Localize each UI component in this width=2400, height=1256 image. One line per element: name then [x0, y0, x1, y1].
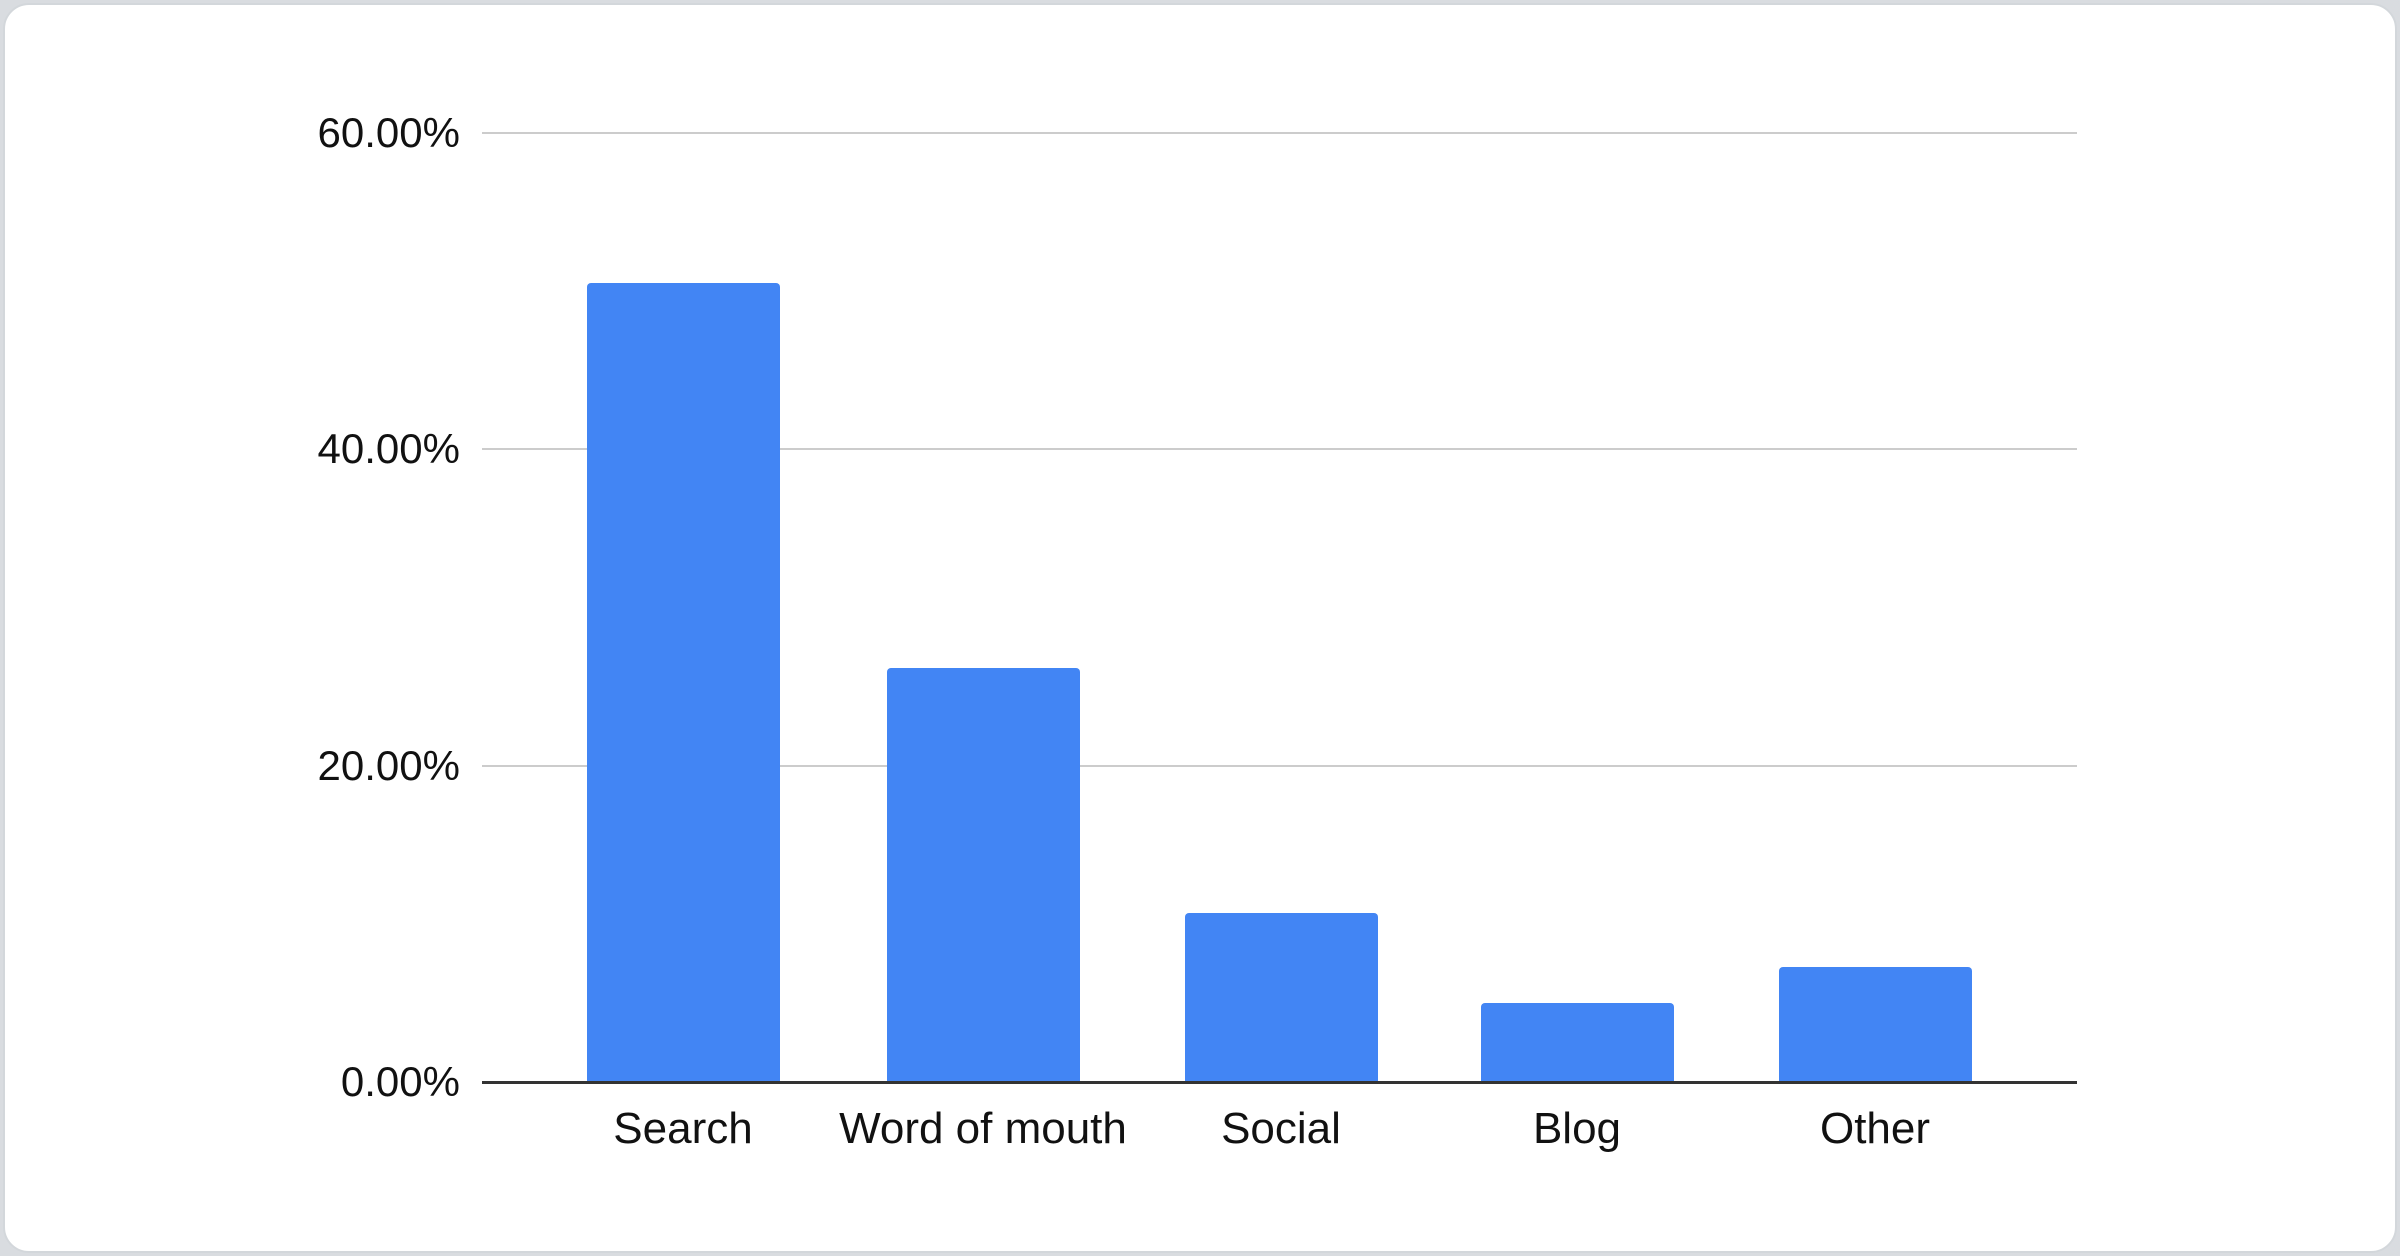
- bar-search[interactable]: [586, 283, 780, 1082]
- x-axis-label-other: Other: [1819, 1104, 1931, 1153]
- bar-word-of-mouth[interactable]: [886, 668, 1080, 1082]
- gridline-20: [482, 764, 2077, 767]
- y-axis-tick-label-20: 20.00%: [317, 741, 460, 789]
- bar-chart: 60.00% 40.00% 20.00% 0.00% Search Word of mo…: [5, 5, 2395, 1251]
- bar-other[interactable]: [1778, 967, 1972, 1082]
- x-axis-label-word-of-mouth: Word of mouth: [839, 1104, 1127, 1153]
- x-axis-label-search: Search: [613, 1104, 753, 1153]
- bar-social[interactable]: [1184, 913, 1378, 1082]
- y-axis-tick-label-40: 40.00%: [317, 425, 460, 473]
- bar-blog[interactable]: [1480, 1003, 1674, 1082]
- y-axis-tick-label-0: 0.00%: [340, 1058, 460, 1105]
- x-axis-label-blog: Blog: [1532, 1104, 1622, 1153]
- x-axis-label-social: Social: [1221, 1104, 1341, 1153]
- x-axis-line: [482, 1081, 2077, 1084]
- y-axis-tick-label-60: 60.00%: [317, 109, 460, 156]
- gridline-40: [482, 448, 2077, 451]
- chart-card: 60.00% 40.00% 20.00% 0.00% Search Word of mo…: [3, 3, 2397, 1253]
- gridline-60: [482, 132, 2077, 134]
